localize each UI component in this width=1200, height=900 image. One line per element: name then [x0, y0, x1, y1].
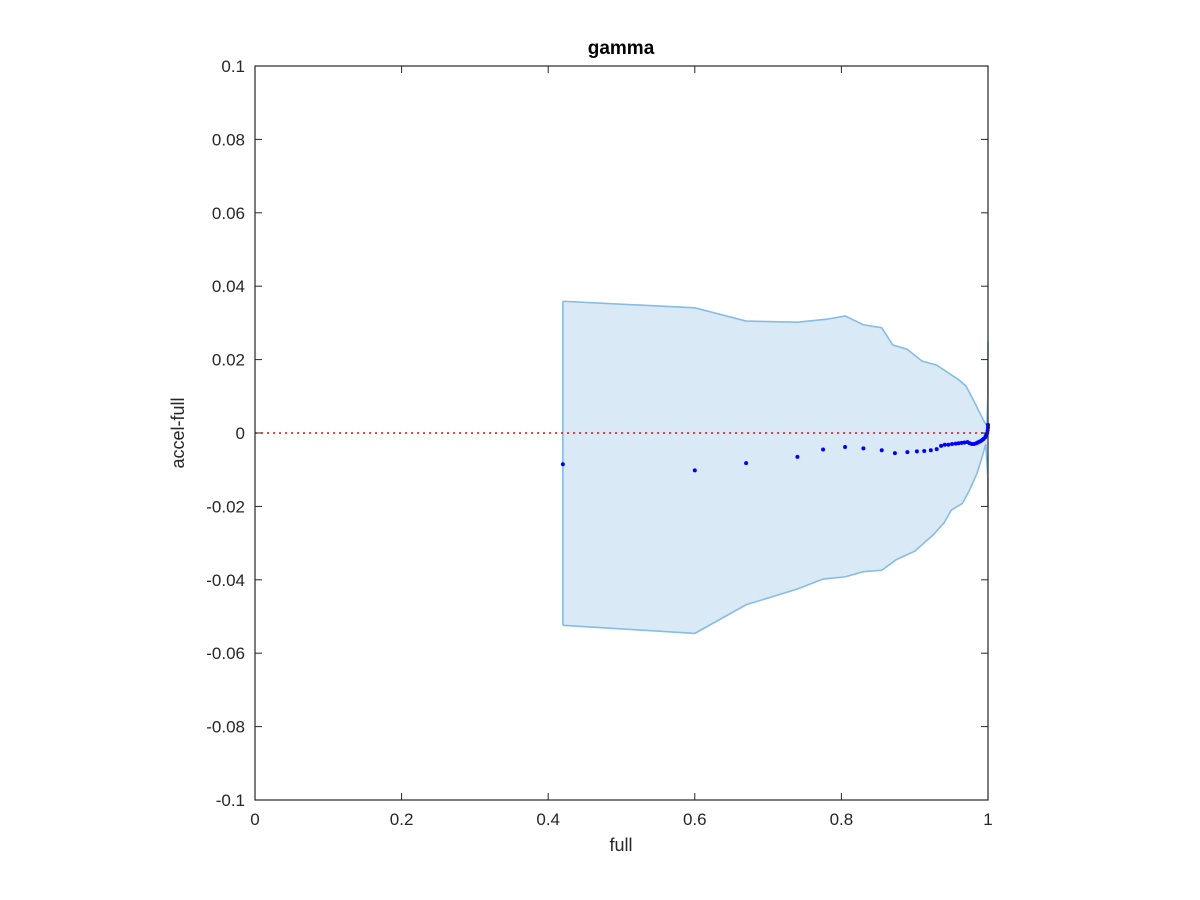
y-tick-label: -0.06 [206, 644, 245, 663]
data-point [861, 446, 866, 451]
y-tick-label: 0.1 [221, 57, 245, 76]
data-point [942, 442, 947, 447]
data-point [892, 451, 897, 456]
y-tick-label: -0.08 [206, 718, 245, 737]
data-point [922, 448, 927, 453]
data-point [934, 447, 939, 452]
y-tick-label: 0 [236, 424, 245, 443]
x-tick-label: 0.2 [390, 810, 414, 829]
x-tick-label: 0.4 [536, 810, 560, 829]
data-point [879, 448, 884, 453]
y-tick-label: 0.08 [212, 130, 245, 149]
data-points [560, 422, 990, 473]
data-point [692, 468, 697, 473]
y-tick-label: -0.02 [206, 497, 245, 516]
chart-title: gamma [588, 38, 655, 59]
y-tick-label: 0.06 [212, 204, 245, 223]
x-axis-label: full [609, 835, 632, 855]
data-point [953, 441, 958, 446]
x-tick-label: 0.6 [683, 810, 707, 829]
band-upper-edge [562, 300, 989, 429]
axis-ticks [254, 65, 989, 801]
x-tick-label: 0 [250, 810, 259, 829]
data-point [914, 449, 919, 454]
y-tick-label: 0.04 [212, 277, 245, 296]
data-point [962, 440, 967, 445]
data-point [939, 443, 944, 448]
data-point [956, 441, 961, 446]
y-tick-label: -0.1 [216, 791, 245, 810]
data-point [928, 448, 933, 453]
band-lower-edge [562, 443, 989, 635]
data-point [950, 442, 955, 447]
y-tick-label: -0.04 [206, 571, 245, 590]
y-tick-label: 0.02 [212, 351, 245, 370]
x-tick-label: 1 [983, 810, 992, 829]
y-axis-label: accel-full [168, 397, 188, 468]
y-tick-labels: -0.1 -0.08 -0.06 -0.04 -0.02 0 0.02 0.04 0.06 0.0… [206, 57, 245, 810]
data-point [744, 461, 749, 466]
data-point [905, 450, 910, 455]
data-point [843, 444, 848, 449]
x-tick-label: 0.8 [830, 810, 854, 829]
confidence-band [562, 300, 989, 635]
data-point [560, 462, 565, 467]
data-point [959, 440, 964, 445]
data-point [946, 442, 951, 447]
band-fill [562, 301, 988, 634]
x-tick-labels: 0 0.2 0.4 0.6 0.8 1 [250, 810, 992, 829]
data-point [795, 454, 800, 459]
data-point [821, 447, 826, 452]
